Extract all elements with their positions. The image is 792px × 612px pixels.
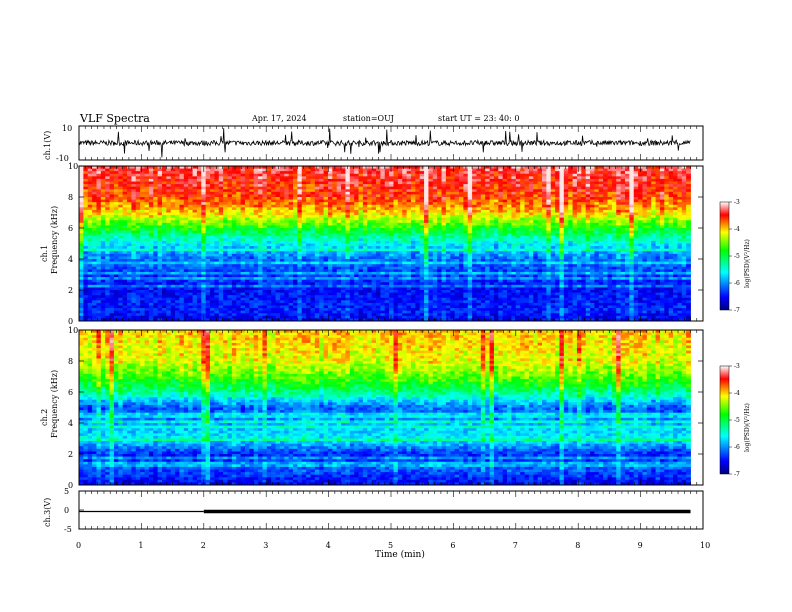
ch1-spectrogram-image — [79, 166, 691, 322]
ch1-waveform-trace — [78, 128, 691, 158]
time-tick-label: 4 — [326, 541, 331, 550]
frequency-tick-label: 4 — [68, 255, 73, 264]
ch2-frequency-label: Frequency (kHz) — [50, 370, 59, 438]
colorbar-tick-label: -6 — [734, 280, 740, 287]
ch3-ytick-label: 0 — [64, 506, 69, 515]
time-tick-label: 9 — [638, 541, 643, 550]
ch2-colorbar-label: log(PSD)(V²/Hz) — [744, 403, 751, 452]
colorbar-tick-label: -7 — [734, 307, 740, 314]
frequency-tick-label: 4 — [68, 419, 73, 428]
date-label: Apr. 17, 2024 — [252, 114, 307, 123]
ch2-colorbar: -3 -4 -5 -6 -7 log(PSD)(V²/Hz) — [719, 363, 751, 478]
time-tick-label: 10 — [700, 541, 710, 550]
ch1-ylabel: ch.1(V) — [43, 131, 52, 160]
frequency-tick-label: 10 — [68, 326, 78, 335]
frequency-tick-label: 0 — [68, 317, 73, 326]
ch2-colorbar-scale — [719, 365, 730, 475]
ch1-spectrogram-panel: 0 2 4 6 8 10 ch.1 Frequency (kHz) — [40, 162, 704, 326]
ch1-colorbar-ticks: -3 -4 -5 -6 -7 — [729, 199, 740, 314]
time-tick-label: 0 — [76, 541, 81, 550]
colorbar-tick-label: -3 — [734, 199, 740, 206]
frequency-tick-label: 2 — [68, 286, 73, 295]
frequency-tick-label: 8 — [68, 193, 73, 202]
colorbar-tick-label: -3 — [734, 363, 740, 370]
ch2-frequency-ticks: 0 2 4 6 8 10 — [68, 326, 703, 490]
time-axis-label: Time (min) — [375, 549, 425, 560]
ch3-ytick-label: 5 — [64, 487, 69, 496]
time-tick-label: 5 — [388, 541, 393, 550]
time-tick-label: 1 — [138, 541, 143, 550]
time-tick-label: 8 — [575, 541, 580, 550]
colorbar-tick-label: -4 — [734, 390, 740, 397]
ch1-waveform-panel: 10 -10 ch.1(V) — [43, 124, 704, 163]
colorbar-tick-label: -7 — [734, 471, 740, 478]
frequency-tick-label: 8 — [68, 357, 73, 366]
colorbar-tick-label: -4 — [734, 226, 740, 233]
start-time-label: start UT = 23: 40: 0 — [438, 114, 520, 123]
plot-title: VLF Spectra — [80, 112, 150, 125]
ch2-panel-label: ch.2 — [40, 409, 49, 426]
ch1-panel-label: ch.1 — [40, 245, 49, 262]
ch1-colorbar: -3 -4 -5 -6 -7 log(PSD)(V²/Hz) — [719, 199, 751, 314]
frequency-tick-label: 6 — [68, 224, 73, 233]
ch2-spectrogram-image — [79, 330, 691, 486]
colorbar-tick-label: -6 — [734, 444, 740, 451]
ch1-frequency-label: Frequency (kHz) — [50, 206, 59, 274]
time-tick-label: 7 — [513, 541, 518, 550]
ch3-ylabel: ch.3(V) — [43, 498, 52, 527]
ch2-colorbar-ticks: -3 -4 -5 -6 -7 — [729, 363, 740, 478]
ch1-colorbar-label: log(PSD)(V²/Hz) — [744, 239, 751, 288]
colorbar-tick-label: -5 — [734, 417, 740, 424]
ch3-panel: 5 0 -5 ch.3(V) — [43, 487, 704, 534]
ch1-ytick-bottom: -10 — [56, 154, 69, 163]
colorbar-tick-label: -5 — [734, 253, 740, 260]
ch3-ytick-label: -5 — [64, 525, 72, 534]
frequency-tick-label: 0 — [68, 481, 73, 490]
ch1-colorbar-scale — [719, 201, 730, 311]
time-axis-ticks: 0 1 2 3 4 5 6 7 8 9 10 — [76, 126, 710, 550]
time-tick-label: 3 — [263, 541, 268, 550]
frequency-tick-label: 2 — [68, 450, 73, 459]
ch2-spectrogram-panel: 0 2 4 6 8 10 ch.2 Frequency (kHz) — [40, 326, 704, 490]
station-label: station=OUJ — [343, 114, 394, 123]
ch3-yticks: 5 0 -5 — [64, 487, 84, 534]
ch1-ytick-top: 10 — [62, 124, 72, 133]
ch1-frequency-ticks: 0 2 4 6 8 10 — [68, 162, 703, 326]
time-tick-label: 2 — [201, 541, 206, 550]
frequency-tick-label: 6 — [68, 388, 73, 397]
time-tick-label: 6 — [450, 541, 455, 550]
frequency-tick-label: 10 — [68, 162, 78, 171]
